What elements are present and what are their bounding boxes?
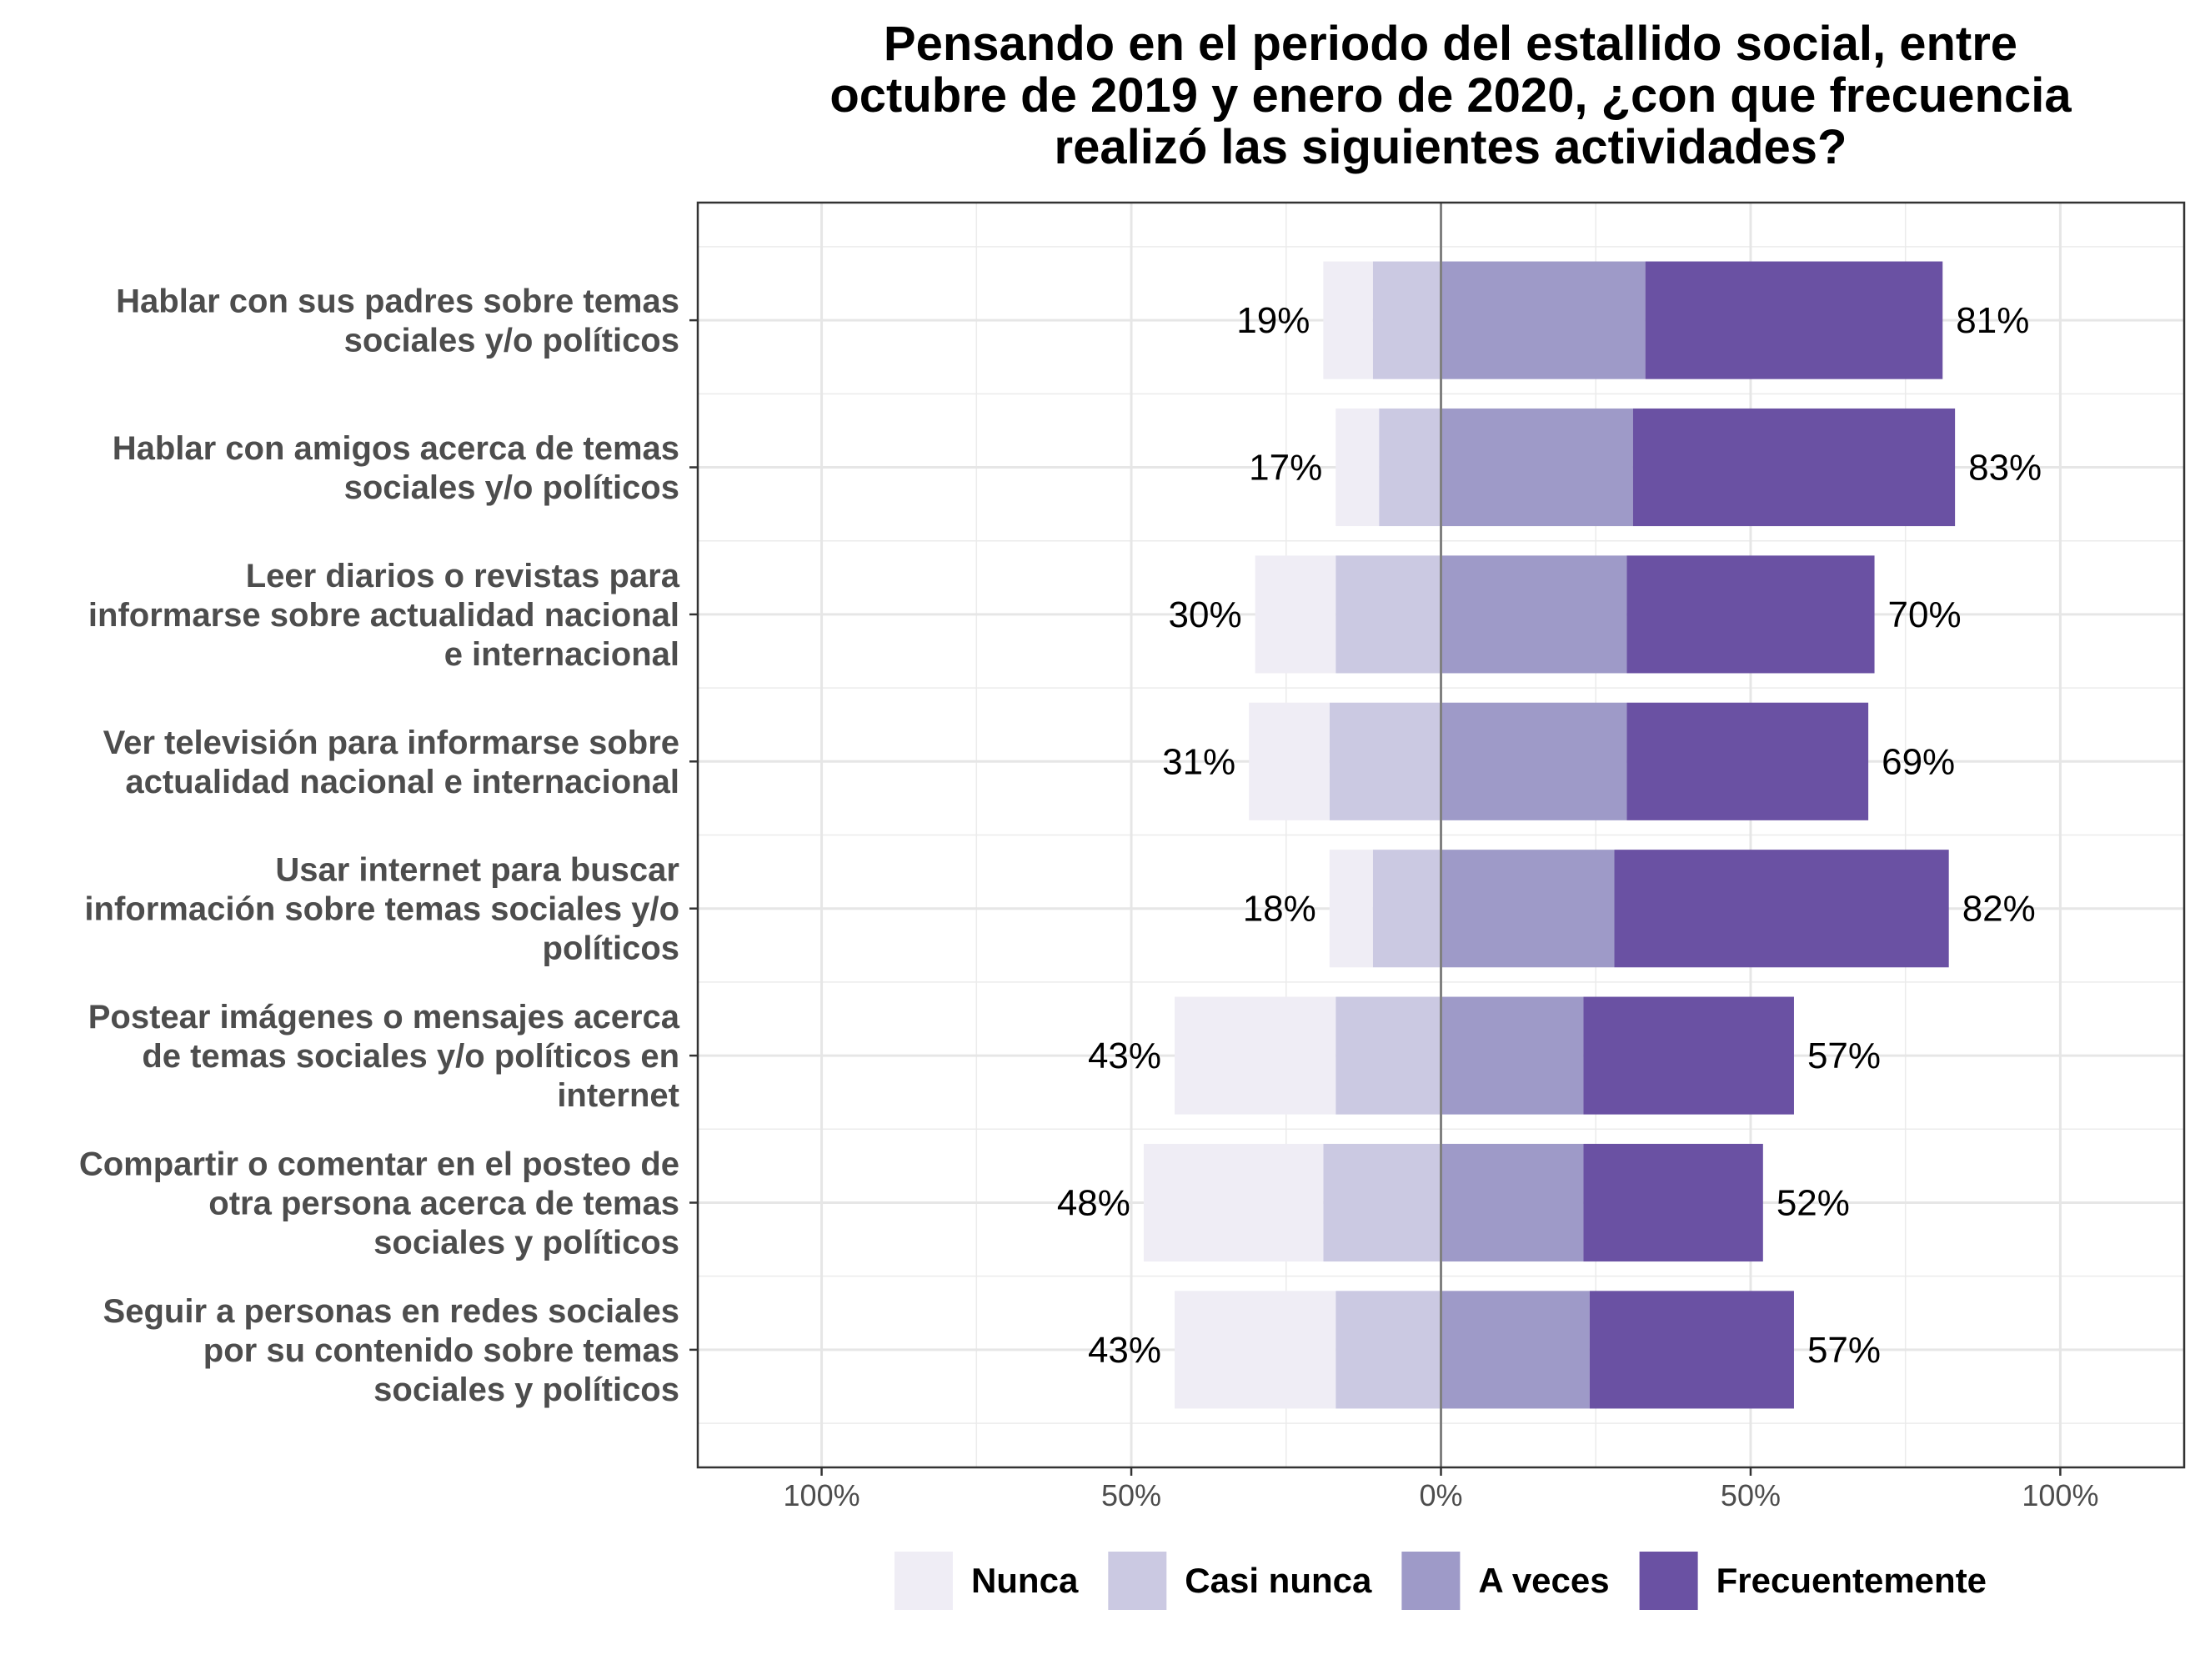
category-label: sociales y/o políticos: [344, 469, 679, 506]
bar-nunca: [1336, 408, 1380, 527]
bar-a-veces: [1441, 850, 1615, 968]
bar-nunca: [1175, 996, 1336, 1115]
bar-frecuentemente: [1632, 408, 1956, 527]
category-label: información sobre temas sociales y/o: [84, 891, 679, 928]
bar-frecuentemente: [1583, 1143, 1763, 1262]
bar-casi-nunca: [1379, 408, 1441, 527]
bar-nunca: [1175, 1291, 1336, 1409]
bar-a-veces: [1441, 555, 1627, 674]
bar-nunca: [1323, 261, 1373, 379]
bar-frecuentemente: [1583, 996, 1794, 1115]
bar-casi-nunca: [1336, 996, 1441, 1115]
positive-total-label: 81%: [1956, 300, 2029, 341]
negative-total-label: 43%: [1088, 1330, 1161, 1371]
negative-total-label: 30%: [1169, 594, 1242, 635]
positive-total-label: 52%: [1777, 1182, 1850, 1223]
x-tick-label: 100%: [784, 1478, 860, 1512]
bar-a-veces: [1441, 1143, 1584, 1262]
negative-total-label: 48%: [1057, 1182, 1130, 1223]
bar-casi-nunca: [1372, 261, 1441, 379]
x-tick-label: 0%: [1419, 1478, 1462, 1512]
legend-key: [1108, 1552, 1167, 1610]
bar-a-veces: [1441, 261, 1646, 379]
positive-total-label: 69%: [1882, 741, 1955, 782]
legend-label: Casi nunca: [1185, 1561, 1372, 1600]
legend-key: [894, 1552, 953, 1610]
legend-label: Nunca: [971, 1561, 1079, 1600]
category-label: Ver televisión para informarse sobre: [103, 725, 679, 761]
bar-nunca: [1329, 850, 1373, 968]
category-label: Compartir o comentar en el posteo de: [79, 1146, 679, 1182]
legend: Nunca Casi nunca A veces Frecuentemente: [894, 1552, 1987, 1610]
category-label: de temas sociales y/o políticos en: [142, 1038, 679, 1075]
category-label: por su contenido sobre temas: [203, 1332, 679, 1369]
bar-a-veces: [1441, 702, 1627, 820]
x-tick-label: 50%: [1101, 1478, 1161, 1512]
bar-casi-nunca: [1336, 555, 1441, 674]
category-label: Usar internet para buscar: [275, 852, 679, 889]
legend-key: [1639, 1552, 1698, 1610]
bar-a-veces: [1441, 996, 1584, 1115]
chart-title-line: Pensando en el periodo del estallido soc…: [884, 17, 2017, 71]
negative-total-label: 17%: [1249, 448, 1322, 489]
positive-total-label: 82%: [1962, 889, 2036, 930]
positive-total-label: 70%: [1888, 594, 1962, 635]
category-label: Hablar con amigos acerca de temas: [113, 430, 679, 467]
category-label: sociales y políticos: [373, 1372, 679, 1408]
negative-total-label: 19%: [1236, 300, 1310, 341]
category-label: Leer diarios o revistas para: [246, 558, 680, 594]
legend-key: [1401, 1552, 1461, 1610]
bar-nunca: [1255, 555, 1336, 674]
chart-title-line: realizó las siguientes actividades?: [1055, 120, 1847, 174]
category-label: actualidad nacional e internacional: [125, 764, 679, 800]
bar-casi-nunca: [1323, 1143, 1441, 1262]
bar-frecuentemente: [1614, 850, 1949, 968]
category-label: informarse sobre actualidad nacional: [88, 597, 679, 634]
bar-casi-nunca: [1336, 1291, 1441, 1409]
positive-total-label: 57%: [1807, 1036, 1881, 1076]
plot-panel: 19% 81% 17% 83% 30% 70% 31% 69% 18% 82% 43% 57% 48% 5…: [696, 201, 2186, 1469]
bar-casi-nunca: [1329, 702, 1441, 820]
category-label: e internacional: [444, 636, 679, 673]
category-label: otra persona acerca de temas: [208, 1185, 679, 1221]
category-label: sociales y/o políticos: [344, 323, 679, 359]
legend-label: Frecuentemente: [1716, 1561, 1987, 1600]
x-tick-label: 100%: [2022, 1478, 2098, 1512]
chart-title: Pensando en el periodo del estallido soc…: [829, 17, 2072, 174]
category-label: Postear imágenes o mensajes acerca: [88, 999, 680, 1036]
legend-label: A veces: [1478, 1561, 1609, 1600]
bar-nunca: [1249, 702, 1330, 820]
bar-frecuentemente: [1589, 1291, 1794, 1409]
chart-title-line: octubre de 2019 y enero de 2020, ¿con qu…: [829, 68, 2072, 123]
bar-frecuentemente: [1645, 261, 1943, 379]
x-axis: 100% 50% 0% 50% 100%: [784, 1467, 2098, 1512]
negative-total-label: 18%: [1243, 889, 1316, 930]
category-label: políticos: [543, 930, 679, 967]
bar-a-veces: [1441, 408, 1633, 527]
negative-total-label: 43%: [1088, 1036, 1161, 1076]
category-label: internet: [557, 1077, 679, 1114]
category-label: Seguir a personas en redes sociales: [103, 1293, 679, 1330]
bar-nunca: [1143, 1143, 1324, 1262]
bar-frecuentemente: [1626, 702, 1869, 820]
bar-a-veces: [1441, 1291, 1590, 1409]
positive-total-label: 57%: [1807, 1330, 1881, 1371]
category-labels: Hablar con sus padres sobre temassociale…: [79, 283, 698, 1408]
bar-casi-nunca: [1372, 850, 1441, 968]
positive-total-label: 83%: [1968, 448, 2042, 489]
category-label: sociales y políticos: [373, 1224, 679, 1261]
category-label: Hablar con sus padres sobre temas: [116, 283, 679, 320]
x-tick-label: 50%: [1721, 1478, 1781, 1512]
bar-frecuentemente: [1626, 555, 1875, 674]
negative-total-label: 31%: [1162, 741, 1235, 782]
